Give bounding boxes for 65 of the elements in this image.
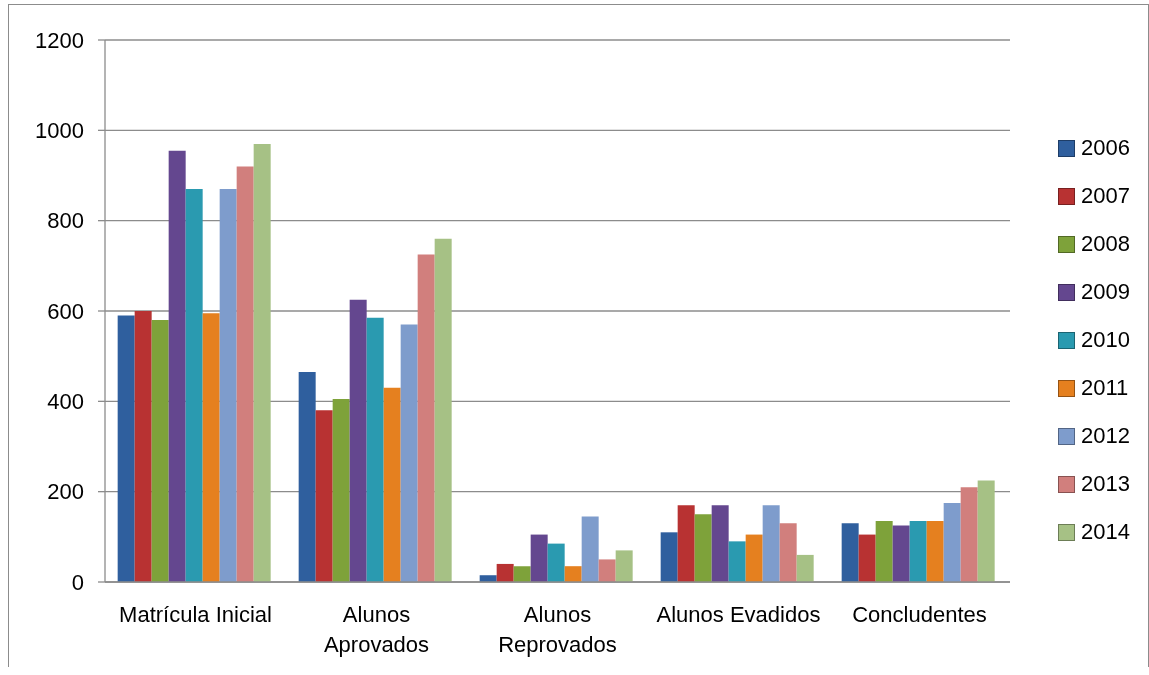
bar <box>581 516 599 582</box>
bar <box>728 541 746 582</box>
bar <box>711 505 729 582</box>
bar <box>366 317 384 582</box>
y-tick-label: 1200 <box>35 27 84 53</box>
x-tick-label: Alunos Aprovados <box>323 601 430 658</box>
y-tick-label: 1000 <box>35 118 84 144</box>
bar <box>875 521 893 582</box>
bar <box>892 525 910 582</box>
bar <box>796 554 814 582</box>
bar <box>434 238 452 582</box>
bar <box>615 550 633 582</box>
x-tick-label: Concludentes <box>852 601 987 627</box>
bar <box>598 559 616 582</box>
bar <box>677 505 695 582</box>
bar <box>745 534 763 582</box>
bar <box>202 313 220 582</box>
bar <box>253 143 271 582</box>
y-tick-label: 600 <box>47 298 84 324</box>
bar <box>496 563 514 582</box>
bar <box>134 311 152 582</box>
bar <box>547 543 565 582</box>
bar <box>909 521 927 582</box>
legend-label: 2010 <box>1081 327 1130 353</box>
bar <box>151 320 169 582</box>
bar <box>513 566 531 582</box>
bar <box>530 534 548 582</box>
legend-label: 2007 <box>1081 183 1130 209</box>
y-tick-label: 200 <box>47 479 84 505</box>
bar <box>694 514 712 582</box>
x-tick-label: Alunos Reprovados <box>498 601 617 658</box>
bar <box>960 487 978 582</box>
legend-label: 2011 <box>1081 375 1129 401</box>
bar <box>977 480 995 582</box>
bar <box>349 299 367 582</box>
y-tick-label: 400 <box>47 389 84 415</box>
bar <box>417 254 435 582</box>
legend-label: 2006 <box>1081 135 1130 161</box>
bar <box>564 566 582 582</box>
legend-label: 2014 <box>1081 519 1130 545</box>
bar <box>383 387 401 582</box>
bar <box>779 523 797 582</box>
x-tick-label: Alunos Evadidos <box>656 601 821 627</box>
bar <box>841 523 859 582</box>
bar <box>298 371 316 582</box>
bar <box>762 505 780 582</box>
bar <box>315 410 333 582</box>
bar <box>168 150 186 582</box>
bar <box>943 502 961 582</box>
bar <box>858 534 876 582</box>
y-tick-label: 0 <box>71 569 84 595</box>
x-tick-label: Matrícula Inicial <box>119 601 272 627</box>
legend-label: 2008 <box>1081 231 1130 257</box>
legend-label: 2009 <box>1081 279 1130 305</box>
bar <box>332 399 350 582</box>
bar <box>400 324 418 582</box>
bar <box>185 189 203 582</box>
bar <box>117 315 135 582</box>
y-tick-label: 800 <box>47 208 84 234</box>
bar <box>660 532 678 582</box>
legend-label: 2013 <box>1081 471 1130 497</box>
legend-label: 2012 <box>1081 423 1130 449</box>
bar <box>219 189 237 582</box>
bar <box>926 521 944 582</box>
bar <box>236 166 254 582</box>
